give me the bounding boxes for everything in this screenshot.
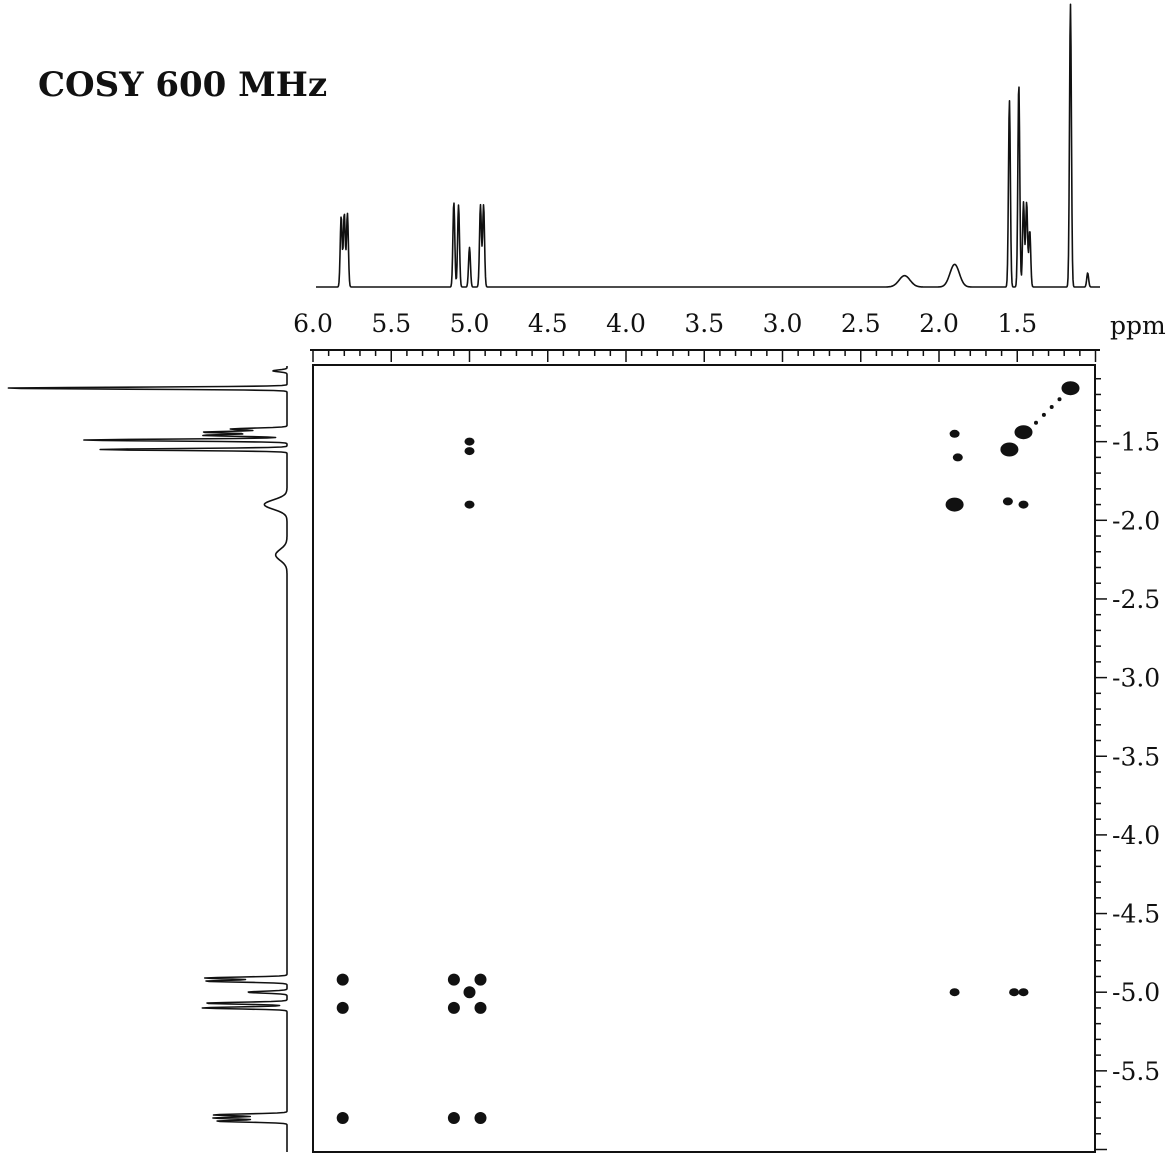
- x-tick-label: 4.0: [606, 309, 646, 338]
- cross-peak: [1009, 988, 1020, 997]
- x-axis: 6.0 5.5 5.0 4.5 4.0 3.5 3.0 2.5 2.0 1.5: [293, 309, 1100, 362]
- cross-peak: [1018, 500, 1029, 509]
- diagonal-dot: [1041, 412, 1046, 417]
- y-axis: -1.5 -2.0 -2.5 -3.0 -3.5 -4.0 -4.5 -5.0 -5.5: [1095, 377, 1160, 1151]
- cross-peak: [952, 453, 963, 462]
- y-tick-label: -2.5: [1112, 585, 1160, 614]
- x-tick-label: 6.0: [293, 309, 333, 338]
- cross-peak: [1018, 988, 1029, 997]
- x-axis-unit-label: ppm: [1110, 311, 1166, 340]
- top-spectrum-trace: [315, 3, 1101, 288]
- x-tick-label: 4.5: [528, 309, 568, 338]
- chart-title: COSY 600 MHz: [38, 65, 327, 105]
- y-tick-label: -5.5: [1112, 1057, 1160, 1086]
- x-tick-label: 2.5: [841, 309, 881, 338]
- cross-peak: [949, 429, 960, 438]
- diagonal-dot: [1034, 420, 1038, 425]
- cross-peak: [464, 437, 475, 446]
- x-tick-label: 2.0: [919, 309, 959, 338]
- y-tick-label: -4.0: [1112, 821, 1160, 850]
- diagonal-dot: [1049, 405, 1054, 409]
- cross-peak: [336, 1112, 349, 1124]
- x-tick-label: 3.0: [763, 309, 803, 338]
- cross-peak: [463, 986, 476, 999]
- cross-peak: [336, 973, 349, 986]
- cross-peak: [474, 973, 487, 986]
- cross-peak: [336, 1001, 349, 1014]
- diagonal-dot: [1057, 397, 1062, 402]
- y-tick-label: -3.5: [1112, 742, 1160, 771]
- x-tick-label: 1.5: [997, 309, 1037, 338]
- y-tick-label: -1.5: [1112, 428, 1160, 457]
- cross-peak: [474, 1001, 487, 1014]
- cross-peak: [447, 1001, 460, 1014]
- y-tick-label: -4.5: [1112, 900, 1160, 929]
- cross-peak: [447, 1112, 460, 1124]
- cross-peak: [1002, 497, 1013, 506]
- x-tick-label: 3.5: [684, 309, 724, 338]
- left-spectrum-trace: [7, 365, 288, 1153]
- cross-peak: [464, 500, 475, 509]
- cross-peak: [945, 497, 964, 512]
- cross-peak-layer: [336, 381, 1080, 1124]
- plot-frame: [312, 364, 1096, 1153]
- cross-peak: [949, 988, 960, 997]
- top-1d-projection: [315, 3, 1101, 288]
- x-tick-label: 5.0: [450, 309, 490, 338]
- y-tick-label: -2.0: [1112, 506, 1160, 535]
- cross-peak: [464, 447, 475, 456]
- y-tick-label: -5.0: [1112, 978, 1160, 1007]
- left-1d-projection: [7, 365, 288, 1153]
- cross-peak: [1000, 442, 1019, 457]
- diagonal-dot: [1065, 389, 1070, 394]
- cross-peak: [447, 973, 460, 986]
- y-tick-label: -3.0: [1112, 664, 1160, 693]
- cross-peak: [1014, 425, 1033, 440]
- cross-peak: [1061, 381, 1080, 396]
- cross-peak: [474, 1112, 487, 1124]
- x-tick-label: 5.5: [371, 309, 411, 338]
